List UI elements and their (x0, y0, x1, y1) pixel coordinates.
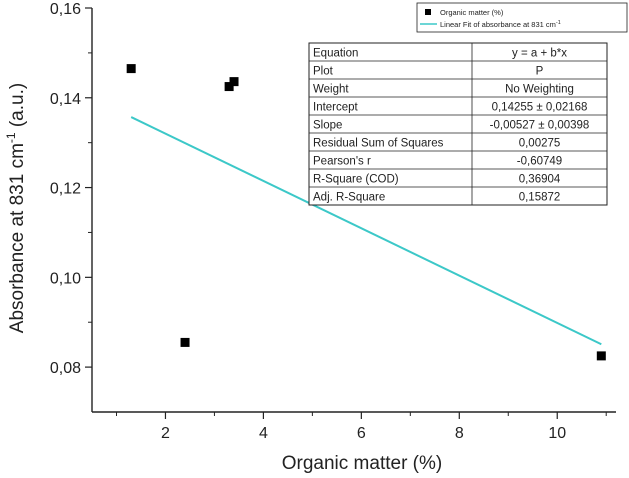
legend-label-fit: Linear Fit of absorbance at 831 cm-1 (440, 20, 561, 29)
stats-table-frame (308, 42, 608, 206)
fit-line-group (130, 116, 602, 346)
stats-label: Intercept (313, 102, 359, 114)
legend-marker-square (425, 9, 431, 15)
x-tick-label: 8 (455, 425, 464, 442)
stats-label: Slope (313, 120, 342, 132)
stats-value: 0,00275 (519, 138, 561, 150)
stats-value: 0,14255 ± 0,02168 (492, 102, 588, 114)
stats-label: Residual Sum of Squares (313, 138, 444, 150)
data-point (180, 337, 190, 347)
ticks: 2 4 6 8 10 0,08 0,10 0,12 0,14 0,16 (50, 1, 607, 442)
y-tick-label: 0,10 (50, 270, 81, 287)
x-tick-label: 2 (161, 425, 170, 442)
stats-label: Plot (313, 66, 334, 78)
y-tick-label: 0,14 (50, 91, 81, 108)
legend-fit-name: Linear Fit of absorbance at 831 cm (440, 20, 556, 29)
x-tick-label: 10 (548, 425, 566, 442)
stats-value: No Weighting (505, 84, 574, 96)
stats-value: y = a + b*x (512, 48, 567, 60)
stats-label: Adj. R-Square (313, 192, 385, 204)
stats-value: 0,15872 (519, 192, 561, 204)
linear-fit-line (130, 116, 602, 346)
data-point (229, 77, 239, 87)
x-tick-label: 6 (357, 425, 366, 442)
y-axis-title-main: Absorbance at 831 cm (7, 143, 28, 333)
data-point (126, 64, 136, 74)
y-axis-title: Absorbance at 831 cm-1 (a.u.) (4, 83, 28, 333)
legend-fit-superscript: -1 (556, 20, 561, 26)
y-axis-title-tail: (a.u.) (7, 83, 28, 133)
y-axis-title-superscript: -1 (4, 132, 18, 143)
x-axis-title: Organic matter (%) (282, 453, 442, 474)
stats-label: Weight (313, 84, 349, 96)
stats-value: -0,00527 ± 0,00398 (490, 120, 590, 132)
stats-label: Pearson's r (313, 156, 371, 168)
stats-label: R-Square (COD) (313, 174, 399, 186)
data-point (596, 351, 606, 361)
y-tick-label: 0,08 (50, 360, 81, 377)
data-points (126, 64, 606, 361)
axis-titles: Organic matter (%) Absorbance at 831 cm-1… (4, 83, 442, 474)
axes (91, 8, 616, 413)
stats-value: 0,36904 (519, 174, 561, 186)
stats-label: Equation (313, 48, 358, 60)
stats-value: -0,60749 (517, 156, 562, 168)
data-point (224, 82, 234, 92)
y-tick-label: 0,12 (50, 181, 81, 198)
legend-box (416, 2, 628, 33)
legend-label-points: Organic matter (%) (440, 8, 504, 17)
x-tick-label: 4 (259, 425, 268, 442)
legend: Organic matter (%) Linear Fit of absorban… (416, 2, 628, 33)
stats-value: P (536, 66, 544, 78)
stats-table: Equation y = a + b*x Plot P Weight No Weighti… (308, 42, 608, 206)
y-tick-label: 0,16 (50, 1, 81, 18)
